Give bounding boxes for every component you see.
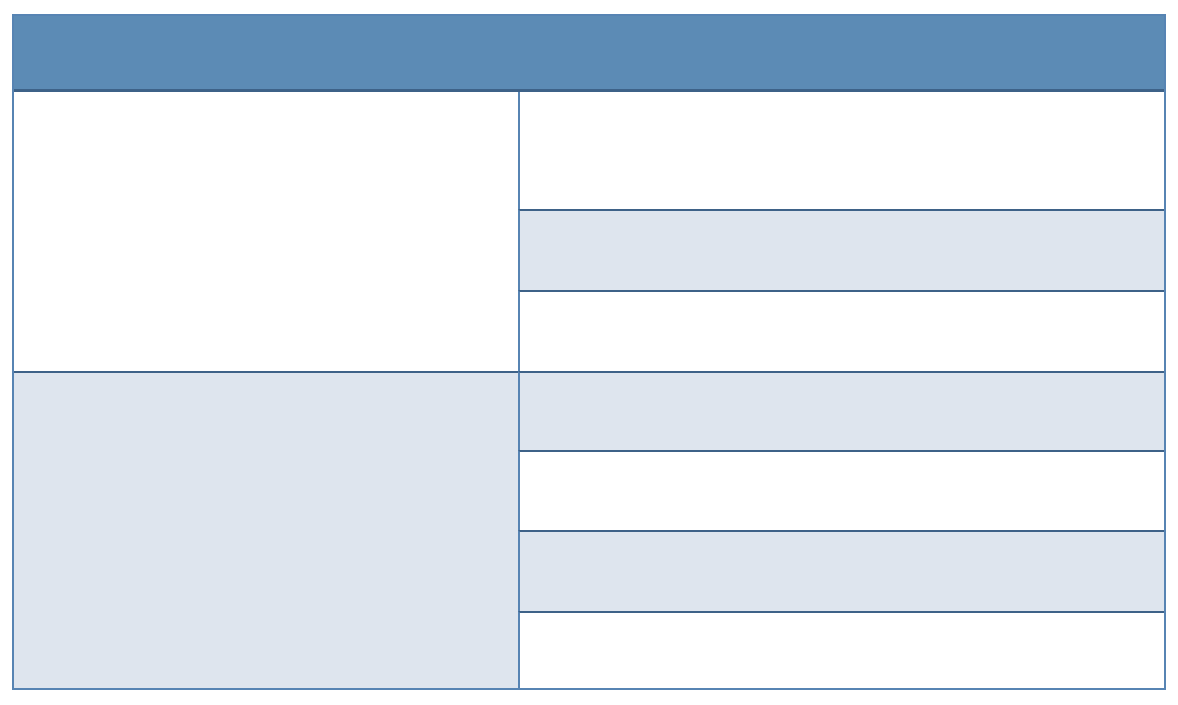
table-row	[518, 209, 1164, 290]
left-merged-cell-bottom	[14, 371, 518, 688]
table-row	[518, 611, 1164, 688]
table-header-band	[14, 16, 1164, 92]
table-row	[518, 371, 1164, 450]
table-body	[14, 92, 1164, 688]
left-merged-cell-top	[14, 92, 518, 371]
table-row	[518, 530, 1164, 611]
table-row	[518, 290, 1164, 371]
table-row	[518, 92, 1164, 209]
table-row	[518, 450, 1164, 530]
empty-table	[12, 14, 1166, 690]
